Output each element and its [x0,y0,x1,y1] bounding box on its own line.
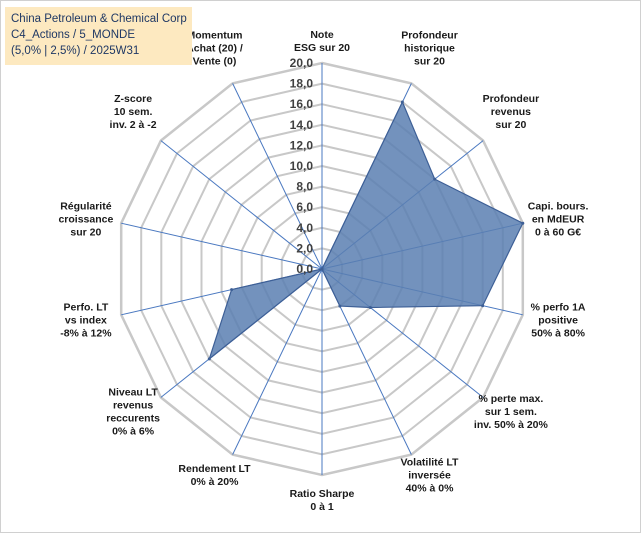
axis-label: Note ESG sur 20 [294,29,350,54]
axis-spoke [160,140,323,270]
tick-label: 10,0 [290,159,314,173]
axis-spoke [232,268,323,455]
data-point [320,267,324,271]
axis-label: Profondeur historique sur 20 [401,30,458,68]
series-layer [207,100,525,361]
axis-label-line: Vente (0) [193,56,237,68]
axis-label-line: 0 à 1 [310,501,334,513]
axis-label-line: ESG sur 20 [294,42,350,54]
axis-label-line: 0 à 60 G€ [535,226,581,238]
tick-label: 14,0 [290,118,314,132]
axis-label-line: Volatilité LT [401,456,460,468]
axis-label-line: Perfo. LT [64,302,109,314]
axis-label-line: inv. 50% à 20% [474,419,549,431]
axis-label: Régularité croissance sur 20 [58,200,113,238]
axis-spoke [121,222,323,270]
chart-title-line1: China Petroleum & Chemical Corp [11,13,187,25]
axis-label: Niveau LT revenus reccurents 0% à 6% [106,387,160,438]
axis-label-line: 0% à 6% [112,426,155,438]
tick-label: 16,0 [290,97,314,111]
axis-label-line: -8% à 12% [60,328,112,340]
axis-label-line: Rendement LT [178,463,251,475]
data-point [521,221,525,225]
axis-label-line: sur 20 [70,226,101,238]
axis-label-line: Régularité [60,200,112,212]
axis-label-line: 0% à 20% [191,476,240,488]
axis-label-line: inv. 2 à -2 [110,119,157,131]
tick-label: 4,0 [296,221,313,235]
data-point [338,304,342,308]
axis-label: Momentum Achat (20) / Vente (0) [186,30,243,68]
axis-label-line: 10 sem. [114,106,153,118]
axis-label-line: revenus [491,106,531,118]
axis-label-line: % perfo 1A [531,302,586,314]
data-point [368,306,372,309]
axis-label-line: inversée [408,469,451,481]
axis-label-line: vs index [65,315,107,327]
data-point [481,304,485,308]
chart-title-line2: C4_Actions / 5_MONDE [11,29,135,41]
tick-label: 20,0 [290,56,314,70]
axis-spoke [232,83,323,270]
axis-label-line: reccurents [106,413,160,425]
axis-label-line: % perte max. [479,393,544,405]
axis-label: Capi. bours. en MdEUR 0 à 60 G€ [528,200,589,238]
data-point [400,100,404,104]
tick-label: 6,0 [296,200,313,214]
tick-label: 2,0 [296,241,313,255]
chart-title-box: China Petroleum & Chemical Corp C4_Actio… [5,7,192,65]
axis-label: Ratio Sharpe 0 à 1 [290,488,355,513]
axis-label-line: Ratio Sharpe [290,488,355,500]
axis-label-line: Profondeur [401,30,458,42]
axis-label: Perfo. LT vs index -8% à 12% [60,302,112,340]
axis-label-line: Z-score [114,93,152,105]
axis-label-line: revenus [113,400,153,412]
tick-layer: 0,0 2,0 4,0 6,0 8,0 10,0 12,0 14,0 16,0 18,0 20,0 [290,56,314,276]
axis-label-line: croissance [58,213,113,225]
tick-label: 18,0 [290,77,314,91]
axis-label-line: Achat (20) / [186,43,243,55]
axis-label: Volatilité LT inversée 40% à 0% [401,456,460,494]
data-point [207,357,211,361]
axis-label: Profondeur revenus sur 20 [483,93,540,131]
axis-label-line: Capi. bours. [528,200,589,212]
axis-label-line: Note [310,29,333,41]
data-point [433,177,437,181]
axis-label-line: 40% à 0% [406,482,455,494]
axis-label-line: Profondeur [483,93,540,105]
chart-title-line3: (5,0% | 2,5%) / 2025W31 [11,45,140,57]
axis-label: % perfo 1A positive 50% à 80% [531,302,586,340]
axis-label: Rendement LT 0% à 20% [178,463,251,488]
tick-label: 0,0 [296,262,313,276]
tick-label: 12,0 [290,138,314,152]
tick-label: 8,0 [296,180,313,194]
axis-label: % perte max. sur 1 sem. inv. 50% à 20% [474,393,549,431]
axis-label-line: sur 20 [495,119,526,131]
axis-label-line: Momentum [187,30,243,42]
data-point [230,288,234,292]
axis-label-line: Niveau LT [108,387,158,399]
axis-label-line: positive [538,315,578,327]
axis-label-line: 50% à 80% [531,328,585,340]
axis-label-line: historique [404,43,455,55]
axis-label-line: sur 1 sem. [485,406,537,418]
axis-label-line: en MdEUR [532,213,585,225]
axis-label-line: sur 20 [414,56,445,68]
axis-label: Z-score 10 sem. inv. 2 à -2 [110,93,157,131]
